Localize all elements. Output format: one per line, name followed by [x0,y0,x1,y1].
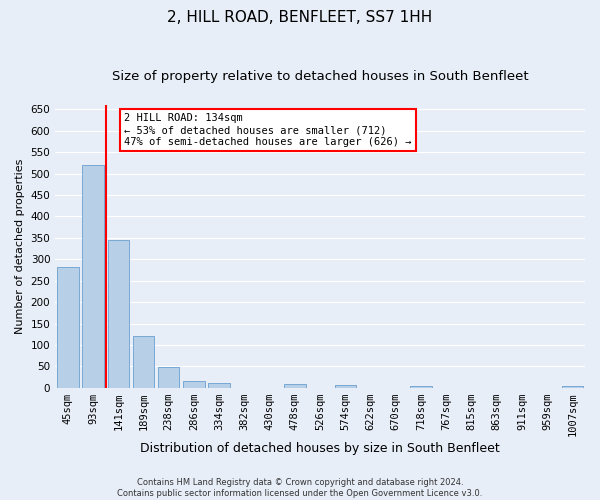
Bar [107,240,129,388]
X-axis label: Distribution of detached houses by size in South Benfleet: Distribution of detached houses by size … [140,442,500,455]
Bar [410,386,432,388]
Bar [158,368,179,388]
Bar [208,383,230,388]
Text: 2 HILL ROAD: 134sqm
← 53% of detached houses are smaller (712)
47% of semi-detac: 2 HILL ROAD: 134sqm ← 53% of detached ho… [124,114,412,146]
Bar [335,386,356,388]
Bar [183,380,205,388]
Bar [284,384,305,388]
Bar [133,336,154,388]
Title: Size of property relative to detached houses in South Benfleet: Size of property relative to detached ho… [112,70,529,83]
Bar [57,266,79,388]
Text: 2, HILL ROAD, BENFLEET, SS7 1HH: 2, HILL ROAD, BENFLEET, SS7 1HH [167,10,433,25]
Bar [82,164,104,388]
Y-axis label: Number of detached properties: Number of detached properties [15,158,25,334]
Bar [562,386,583,388]
Text: Contains HM Land Registry data © Crown copyright and database right 2024.
Contai: Contains HM Land Registry data © Crown c… [118,478,482,498]
